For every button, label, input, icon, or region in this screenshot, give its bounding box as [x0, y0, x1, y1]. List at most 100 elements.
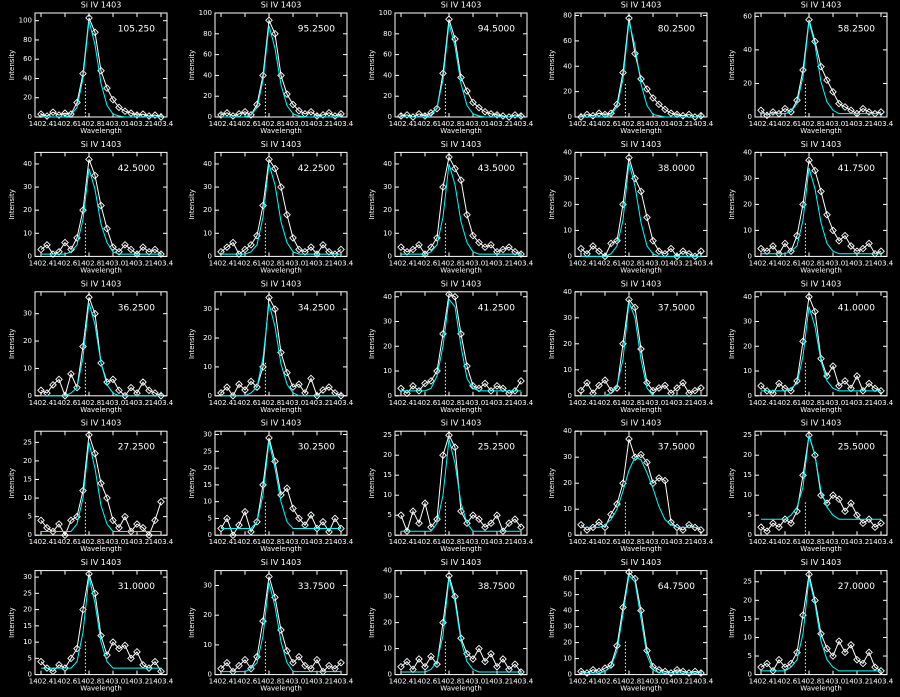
x-tick-label: 1402.6: [53, 120, 78, 128]
data-point: [313, 112, 321, 120]
data-point: [289, 383, 297, 391]
data-point: [457, 176, 465, 184]
data-point: [667, 244, 675, 253]
y-tick-label: 100: [19, 17, 32, 25]
fit-line: [401, 23, 521, 118]
x-axis-label: Wavelength: [800, 545, 842, 553]
y-tick-label: 100: [379, 9, 392, 17]
chart-title: Si IV 1403: [621, 558, 662, 567]
x-tick-label: 1403.4: [149, 538, 174, 546]
y-tick-label: 10: [743, 226, 752, 234]
data-point: [223, 383, 231, 391]
data-point: [841, 377, 849, 385]
x-tick-label: 1402.6: [233, 399, 258, 407]
data-point: [691, 113, 699, 121]
x-tick-label: 1403.0: [641, 538, 666, 546]
x-tick-label: 1403.2: [485, 538, 510, 546]
data-point: [265, 16, 273, 25]
x-tick-label: 1402.4: [209, 678, 234, 686]
y-tick-label: 10: [743, 367, 752, 375]
plot-frame: [214, 12, 348, 118]
chart-title: Si IV 1403: [621, 140, 662, 149]
data-point: [607, 510, 615, 519]
y-tick-label: 60: [203, 51, 212, 59]
y-tick-label: 20: [203, 464, 212, 472]
plot-frame: [214, 430, 348, 536]
data-point: [769, 667, 777, 675]
x-tick-label: 1402.6: [593, 120, 618, 128]
y-tick-label: 25: [743, 578, 752, 586]
data-point: [877, 519, 885, 528]
data-point: [505, 519, 513, 528]
y-tick-label: 0: [28, 252, 32, 260]
y-tick-label: 20: [743, 451, 752, 459]
fit-line: [41, 168, 161, 255]
chart-title: Si IV 1403: [621, 1, 662, 10]
data-point: [481, 107, 489, 116]
x-axis-label: Wavelength: [260, 266, 302, 274]
data-point: [235, 380, 243, 389]
data-point: [847, 384, 855, 393]
y-tick-label: 30: [203, 431, 212, 439]
data-point: [295, 106, 303, 115]
data-point: [73, 644, 81, 653]
data-point: [283, 210, 291, 219]
data-point: [661, 381, 669, 390]
data-point: [217, 111, 225, 119]
x-tick-label: 1403.2: [305, 259, 330, 267]
y-tick-label: 0: [28, 531, 32, 539]
x-tick-label: 1403.2: [845, 259, 870, 267]
x-tick-label: 1402.8: [797, 120, 822, 128]
y-tick-label: 0: [388, 392, 392, 400]
y-tick-label: 60: [563, 37, 572, 45]
data-point: [139, 378, 147, 386]
x-axis-label: Wavelength: [620, 266, 662, 274]
data-point: [295, 514, 303, 523]
x-tick-label: 1403.0: [821, 120, 846, 128]
x-tick-label: 1403.4: [509, 120, 534, 128]
data-point: [817, 629, 825, 638]
plot-frame: [34, 291, 168, 397]
data-point: [799, 471, 807, 480]
peak-annotation: 33.7500: [298, 582, 335, 592]
x-tick-label: 1402.8: [257, 399, 282, 407]
y-tick-label: 0: [208, 113, 212, 121]
data-point: [127, 245, 135, 254]
x-tick-label: 1403.4: [149, 678, 174, 686]
y-tick-label: 5: [388, 511, 392, 519]
data-point: [121, 391, 129, 400]
x-tick-label: 1402.6: [593, 399, 618, 407]
x-tick-label: 1402.6: [53, 259, 78, 267]
x-tick-label: 1403.2: [665, 678, 690, 686]
data-point: [649, 386, 657, 395]
y-tick-label: 20: [563, 88, 572, 96]
data-point: [109, 638, 117, 646]
data-point: [241, 245, 249, 254]
data-point: [397, 511, 405, 520]
x-tick-label: 1402.4: [209, 399, 234, 407]
data-point: [511, 247, 519, 256]
y-tick-label: 25: [23, 438, 32, 446]
chart-title: Si IV 1403: [261, 140, 302, 149]
data-point: [577, 113, 585, 121]
x-tick-label: 1402.8: [617, 259, 642, 267]
y-tick-label: 0: [568, 531, 572, 539]
data-point: [331, 112, 339, 120]
y-tick-label: 40: [383, 567, 392, 575]
y-tick-label: 0: [208, 252, 212, 260]
data-point: [643, 213, 651, 222]
data-point: [685, 669, 693, 677]
y-axis-label: Intensity: [368, 468, 376, 498]
data-point: [157, 113, 165, 121]
y-tick-label: 30: [563, 174, 572, 182]
data-point: [865, 239, 873, 248]
y-axis-label: Intensity: [728, 50, 736, 80]
plot-frame: [214, 570, 348, 676]
y-axis-label: Intensity: [8, 329, 16, 359]
data-point: [637, 450, 645, 459]
data-point: [259, 201, 267, 210]
data-point: [691, 523, 699, 532]
data-point: [487, 387, 495, 395]
x-axis-label: Wavelength: [440, 545, 482, 553]
data-point: [289, 504, 297, 513]
